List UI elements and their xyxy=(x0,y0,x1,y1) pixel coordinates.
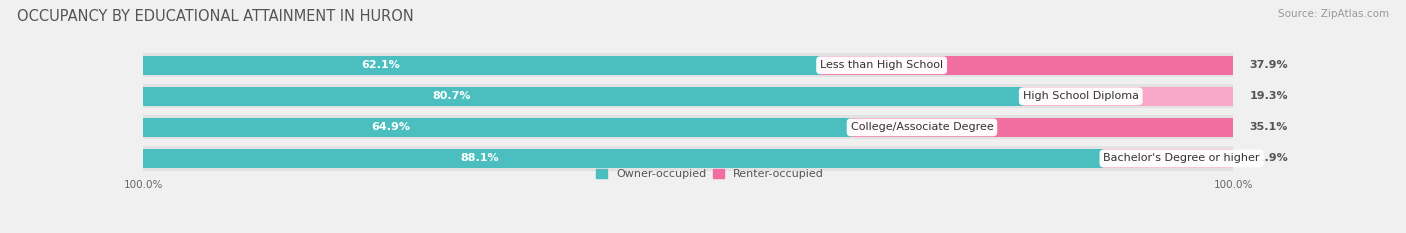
Bar xyxy=(143,53,1233,77)
Text: 100.0%: 100.0% xyxy=(124,180,163,190)
Bar xyxy=(143,84,1233,108)
Text: 88.1%: 88.1% xyxy=(460,154,499,163)
Text: 62.1%: 62.1% xyxy=(361,60,399,70)
Text: College/Associate Degree: College/Associate Degree xyxy=(851,122,994,132)
Bar xyxy=(143,87,1022,106)
Text: 37.9%: 37.9% xyxy=(1250,60,1288,70)
Text: Less than High School: Less than High School xyxy=(820,60,943,70)
Bar xyxy=(143,56,820,75)
Text: 11.9%: 11.9% xyxy=(1250,154,1288,163)
Text: Bachelor's Degree or higher: Bachelor's Degree or higher xyxy=(1104,154,1260,163)
Bar xyxy=(143,118,851,137)
Bar xyxy=(820,56,1233,75)
Bar xyxy=(143,115,1233,140)
Bar xyxy=(143,149,1104,168)
Text: 19.3%: 19.3% xyxy=(1250,91,1288,101)
Text: High School Diploma: High School Diploma xyxy=(1022,91,1139,101)
Bar xyxy=(143,146,1233,171)
Text: OCCUPANCY BY EDUCATIONAL ATTAINMENT IN HURON: OCCUPANCY BY EDUCATIONAL ATTAINMENT IN H… xyxy=(17,9,413,24)
Legend: Owner-occupied, Renter-occupied: Owner-occupied, Renter-occupied xyxy=(596,169,824,179)
Bar xyxy=(1104,149,1233,168)
Bar xyxy=(851,118,1233,137)
Text: Source: ZipAtlas.com: Source: ZipAtlas.com xyxy=(1278,9,1389,19)
Text: 35.1%: 35.1% xyxy=(1250,122,1288,132)
Text: 80.7%: 80.7% xyxy=(432,91,471,101)
Bar xyxy=(1022,87,1233,106)
Text: 64.9%: 64.9% xyxy=(371,122,411,132)
Text: 100.0%: 100.0% xyxy=(1213,180,1253,190)
